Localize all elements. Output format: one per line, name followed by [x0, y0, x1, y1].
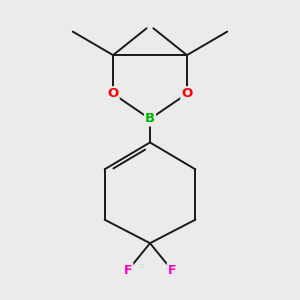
- Text: O: O: [181, 87, 193, 100]
- Text: O: O: [107, 87, 119, 100]
- Text: B: B: [145, 112, 155, 125]
- Text: F: F: [124, 264, 132, 277]
- Text: F: F: [168, 264, 176, 277]
